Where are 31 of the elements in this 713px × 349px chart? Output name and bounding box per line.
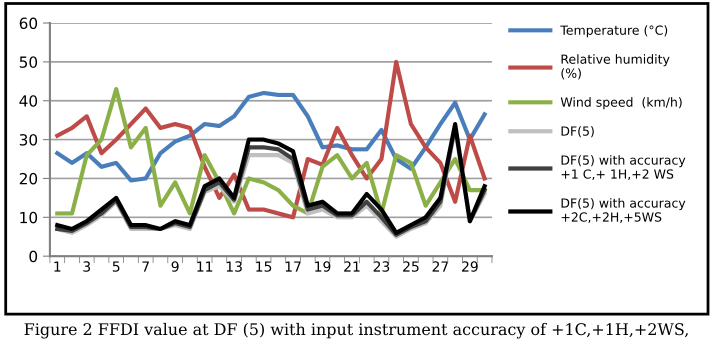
x-tick-label: 11 bbox=[197, 261, 212, 272]
y-tick-label: 50 bbox=[20, 56, 38, 68]
legend-label: DF(5) with accuracy +2C,+2H,+5WS bbox=[562, 198, 686, 224]
x-tick-label: 23 bbox=[374, 261, 390, 272]
x-tick-label: 27 bbox=[432, 261, 448, 272]
x-tick-label: 5 bbox=[112, 261, 120, 272]
x-tick-label: 21 bbox=[344, 261, 360, 272]
y-tick-label: 60 bbox=[20, 18, 38, 30]
line-series bbox=[55, 90, 487, 182]
y-tick-label: 20 bbox=[20, 172, 38, 184]
y-tick-label: 40 bbox=[19, 95, 38, 107]
line-series bbox=[55, 87, 487, 216]
x-tick-label: 9 bbox=[172, 261, 179, 272]
x-tick-label: 1 bbox=[54, 261, 60, 272]
y-tick-label: 30 bbox=[20, 134, 38, 146]
x-tick-label: 13 bbox=[226, 261, 242, 272]
legend-label: DF(5) bbox=[562, 126, 594, 138]
legend-label: Temperature (°C) bbox=[560, 25, 668, 38]
y-tick-label: 0 bbox=[29, 250, 38, 262]
x-tick-label: 19 bbox=[315, 261, 330, 272]
x-tick-label: 3 bbox=[83, 261, 90, 272]
legend-label: Relative humidity (%) bbox=[561, 54, 670, 80]
legend-label: DF(5) with accuracy +1 C,+ 1H,+2 WS bbox=[562, 155, 686, 180]
x-tick-label: 29 bbox=[462, 261, 478, 272]
y-tick-label: 10 bbox=[20, 212, 38, 224]
x-tick-label: 25 bbox=[403, 261, 419, 272]
x-tick-label: 7 bbox=[142, 261, 149, 272]
x-tick-label: 15 bbox=[256, 261, 272, 272]
caption: Figure 2 FFDI value at DF (5) with input instrument accuracy of +1C,+1H,+2WS, bbox=[24, 322, 688, 339]
x-tick-label: 17 bbox=[286, 261, 301, 272]
legend-label: Wind speed (km/h) bbox=[560, 97, 682, 110]
